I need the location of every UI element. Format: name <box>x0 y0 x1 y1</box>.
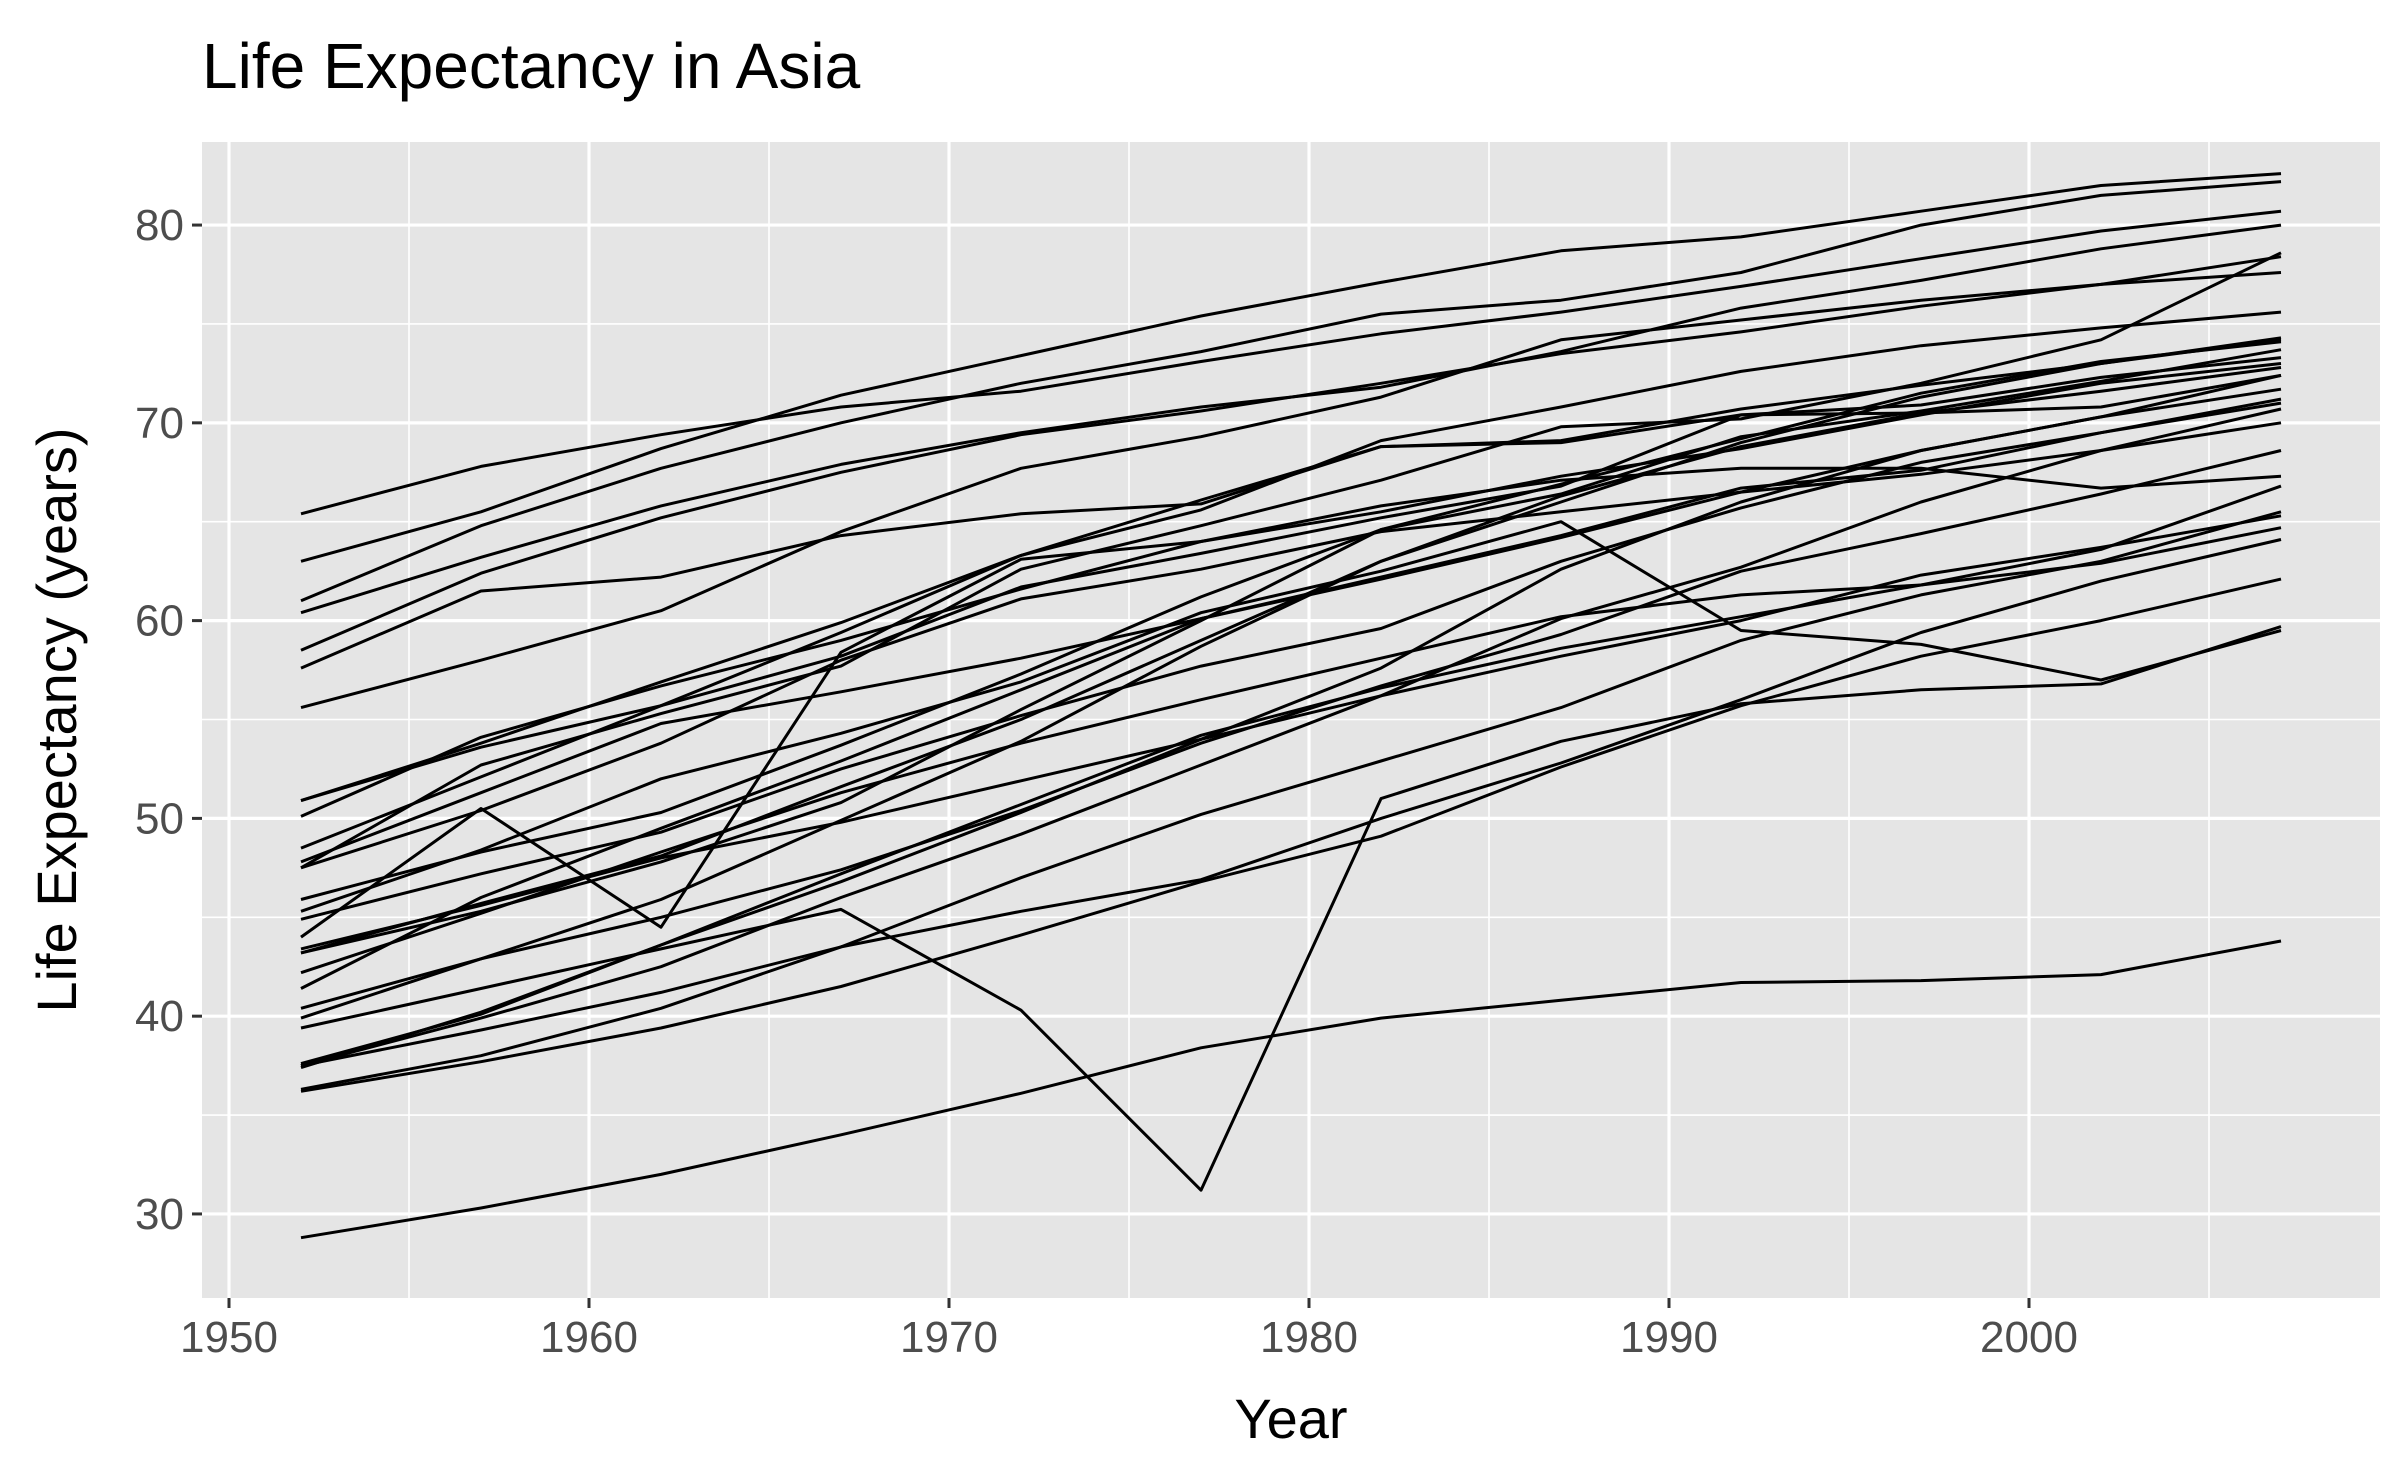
y-tick-label: 30 <box>135 1190 184 1239</box>
y-tick-label: 70 <box>135 399 184 448</box>
series-line <box>300 209 2282 516</box>
series-line <box>300 366 2282 1020</box>
x-tick-label: 2000 <box>1980 1313 2078 1362</box>
data-lines <box>300 172 2282 1240</box>
y-axis-title: Life Expectancy (years) <box>25 427 88 1012</box>
y-tick-label: 60 <box>135 597 184 646</box>
series-line <box>300 172 2282 563</box>
series-line <box>300 449 2282 1010</box>
series-line <box>300 255 2282 652</box>
series-line <box>300 348 2282 955</box>
y-tick-label: 80 <box>135 201 184 250</box>
series-line <box>300 251 2282 870</box>
series-line <box>300 340 2282 901</box>
series-line <box>300 180 2282 603</box>
minor-gridlines <box>202 142 2380 1298</box>
series-line <box>300 939 2282 1240</box>
series-line <box>300 336 2282 955</box>
series-line <box>300 514 2282 951</box>
major-gridlines <box>202 142 2380 1298</box>
x-tick-label: 1950 <box>180 1313 278 1362</box>
x-tick-label: 1980 <box>1260 1313 1358 1362</box>
x-tick-label: 1990 <box>1620 1313 1718 1362</box>
series-line <box>300 577 2282 1093</box>
series-line <box>300 356 2282 803</box>
y-tick-label: 50 <box>135 794 184 843</box>
series-line <box>300 271 2282 710</box>
x-axis: 1950 1960 1970 1980 1990 2000 <box>180 1298 2078 1362</box>
chart-title: Life Expectancy in Asia <box>202 30 861 102</box>
series-line <box>300 538 2282 1068</box>
series-line <box>300 407 2282 1068</box>
series-line <box>300 373 2282 670</box>
x-tick-label: 1970 <box>900 1313 998 1362</box>
series-line <box>300 338 2282 850</box>
x-axis-title: Year <box>1234 1387 1347 1450</box>
y-axis: 30 40 50 60 70 80 <box>135 201 202 1239</box>
series-line <box>300 421 2282 870</box>
series-line <box>300 397 2282 990</box>
y-tick-label: 40 <box>135 992 184 1041</box>
x-tick-label: 1960 <box>540 1313 638 1362</box>
series-line <box>300 510 2282 1091</box>
series-line <box>300 484 2282 975</box>
